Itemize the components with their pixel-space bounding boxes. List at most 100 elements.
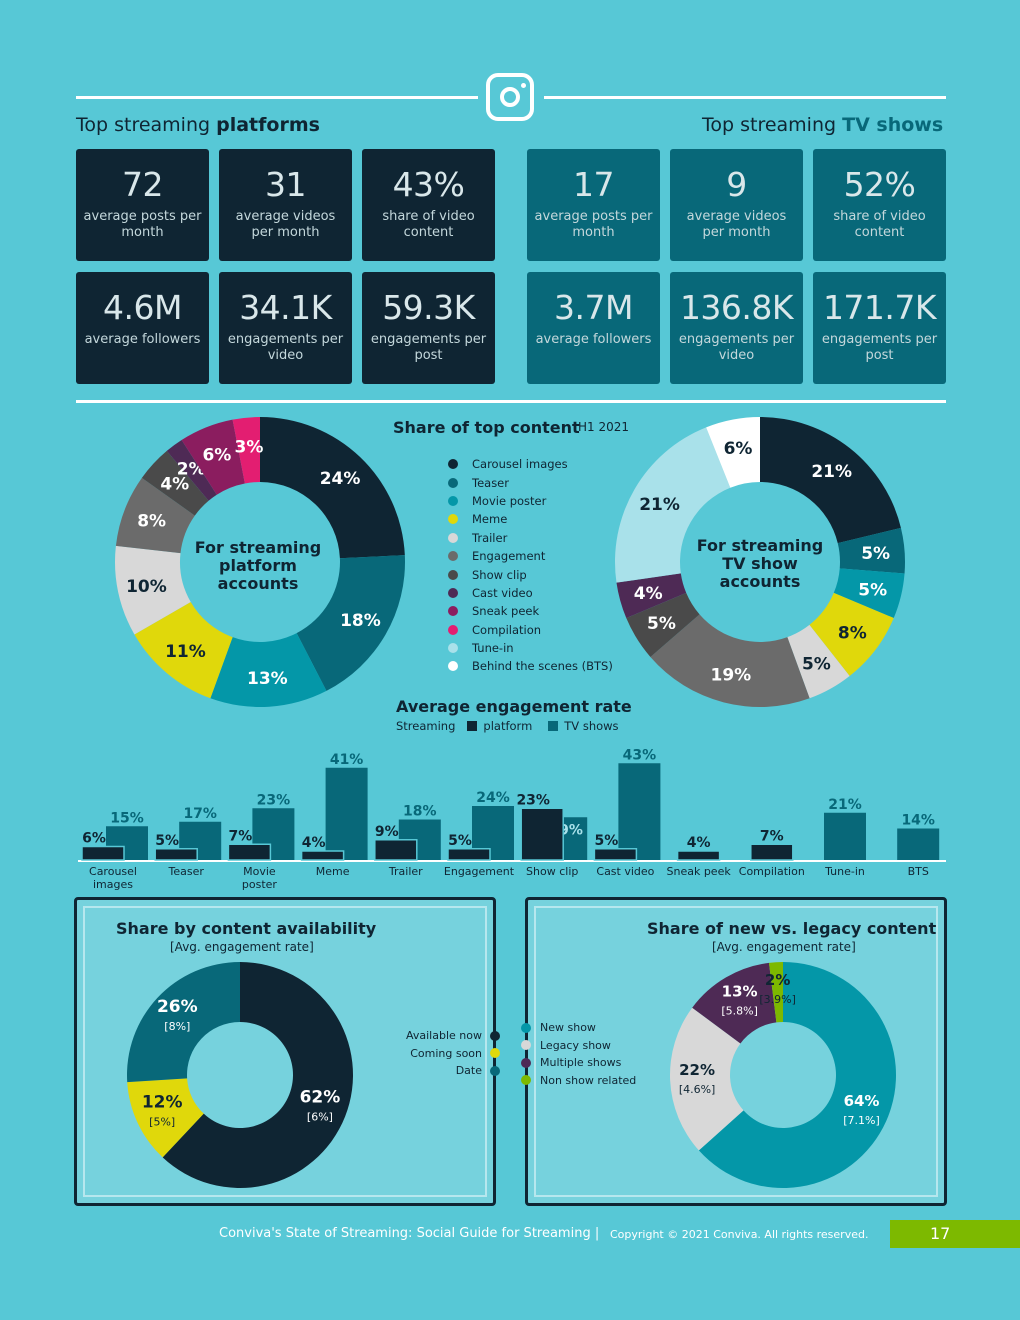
share-top-content-period: H1 2021 (578, 420, 630, 434)
donut-slice (692, 962, 777, 1044)
donut-label: 64% (844, 1092, 880, 1110)
legend-swatch (448, 643, 458, 654)
donut-sublabel: [3.9%] (759, 993, 796, 1006)
stat-label: engagements per post (370, 332, 487, 363)
legend-label: Behind the scenes (BTS) (472, 659, 613, 674)
bar-category-label: Teaser (168, 865, 205, 878)
bar-tvshows (618, 763, 661, 860)
bar-platform (300, 850, 345, 861)
bar-label-platform: 7% (760, 828, 784, 844)
donut-label: 6% (202, 445, 231, 465)
stat-value: 31 (265, 165, 307, 204)
legend-item: Show clip (448, 565, 613, 583)
legend-item: Compilation (448, 621, 613, 639)
donut-slice (181, 419, 245, 495)
bar-label-platform: 5% (595, 833, 619, 849)
stat-label: average posts per month (83, 209, 202, 240)
tvshows-title: Top streaming TV shows (702, 114, 944, 136)
bar-platform (447, 848, 491, 861)
donut-slice (141, 450, 209, 516)
platforms-title: Top streaming platforms (76, 114, 320, 136)
donut-label: 13% (722, 983, 758, 1001)
legend-swatch (448, 514, 458, 525)
legend-label: Show clip (472, 567, 527, 582)
legend-swatch (448, 606, 458, 617)
footer-title: Conviva's State of Streaming: Social Gui… (219, 1226, 600, 1241)
bar-label-platform: 9% (375, 824, 399, 840)
stat-value: 9 (726, 165, 747, 204)
availability-legend: Available now Coming soon Date (380, 1027, 500, 1080)
legend-label: Meme (472, 512, 508, 527)
tvshow-donut-center-label: For streaming TV show accounts (696, 536, 824, 591)
middle-rule (76, 400, 946, 403)
legend-swatch (448, 532, 458, 543)
stat-tile: 9 average videos per month (670, 149, 803, 261)
legend-label: Trailer (472, 530, 508, 545)
stat-value: 136.8K (679, 288, 794, 327)
donut-label: 4% (160, 474, 189, 494)
stat-label: share of video content (382, 209, 475, 240)
donut-slice (837, 527, 905, 574)
donut-label: 12% (142, 1093, 183, 1113)
stat-value: 34.1K (239, 288, 332, 327)
donut-label: 19% (711, 665, 752, 685)
legend-label: Teaser (472, 475, 509, 490)
donut-label: 26% (157, 997, 198, 1017)
legend-item: Movie poster (448, 492, 613, 510)
legend-label: Carousel images (472, 457, 568, 472)
bar-tvshows (824, 812, 866, 860)
bar-platform (676, 850, 721, 861)
top-rule-right (544, 96, 946, 99)
donut-slice (115, 477, 195, 554)
bar-label-tvshows: 18% (403, 804, 437, 820)
stat-tile: 34.1K engagements per video (219, 272, 352, 384)
bar-label-tvshows: 15% (110, 810, 144, 826)
stat-tile: 31 average videos per month (219, 149, 352, 261)
bar-category-label: BTS (908, 865, 929, 878)
donut-label: 18% (340, 611, 381, 631)
donut-slice (809, 592, 894, 676)
donut-label: 10% (126, 577, 167, 597)
donut-slice (626, 592, 700, 657)
donut-slice (127, 962, 240, 1083)
stat-value: 72 (122, 165, 164, 204)
donut-label: 8% (137, 512, 166, 532)
donut-label: 24% (320, 469, 361, 489)
donut-slice (615, 427, 731, 583)
bar-platform (520, 807, 564, 861)
bar-category-label: Trailer (388, 865, 423, 878)
stat-label: engagements per video (227, 332, 344, 363)
stat-value: 52% (843, 165, 916, 204)
engagement-title: Average engagement rate (396, 697, 632, 716)
stat-value: 171.7K (822, 288, 937, 327)
bar-tvshows (897, 828, 940, 860)
content-legend: Carousel images Teaser Movie poster Meme Tra… (448, 455, 613, 676)
stat-tile: 4.6M average followers (76, 272, 209, 384)
bar-platform (750, 843, 794, 861)
legend-swatch (448, 624, 458, 635)
stat-value: 17 (573, 165, 615, 204)
bar-label-platform: 5% (448, 833, 472, 849)
legend-swatch (448, 587, 458, 598)
bar-label-platform: 23% (516, 792, 550, 808)
legend-item: Meme (448, 510, 613, 528)
donut-slice (127, 1078, 204, 1158)
legend-item: Teaser (448, 473, 613, 491)
donut-slice (210, 633, 327, 707)
donut-sublabel: [5.8%] (721, 1005, 758, 1018)
instagram-icon (486, 73, 534, 121)
stat-label: average followers (535, 332, 652, 347)
bar-category-label: Compilation (739, 865, 805, 878)
donut-label: 21% (811, 462, 852, 482)
bar-label-platform: 4% (687, 835, 711, 851)
donut-label: 2% (765, 971, 790, 989)
bar-platform (227, 843, 272, 861)
donut-sublabel: [8%] (164, 1020, 190, 1033)
donut-label: 5% (858, 580, 887, 600)
donut-label: 6% (724, 439, 753, 459)
bar-label-tvshows: 23% (257, 792, 291, 808)
engagement-bar-chart: 15%6%Carouselimages17%5%Teaser23%7%Movie… (78, 747, 946, 891)
legend-swatch (448, 551, 458, 562)
stat-tile: 59.3K engagements per post (362, 272, 495, 384)
newlegacy-donut: 64% [7.1%] 22% [4.6%] 13% [5.8%] 2% [3.9%] (670, 962, 896, 1188)
